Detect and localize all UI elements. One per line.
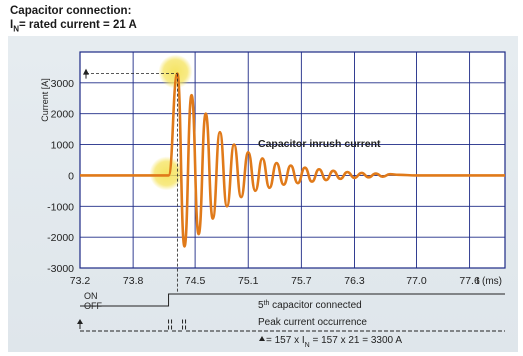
formula-arrow	[259, 336, 265, 341]
event-peak-occurrence: Peak current occurrence	[258, 317, 367, 328]
on-label: ON	[84, 291, 98, 301]
y-tick-label: 0	[68, 170, 74, 182]
series-line	[80, 72, 505, 248]
x-tick-label: 73.2	[70, 275, 91, 287]
event-capacitor-connected: 5th capacitor connected	[258, 300, 362, 312]
x-tick-label: 76.3	[344, 275, 365, 287]
y-tick-label: 2000	[51, 109, 75, 121]
x-axis-label: t (ms)	[476, 276, 502, 287]
x-tick-label: 73.8	[123, 275, 144, 287]
peak-signal	[80, 319, 505, 332]
plot-area	[79, 51, 506, 269]
highlight-circle	[149, 156, 184, 191]
chart-title: Capacitor connection: IN= rated current …	[10, 4, 137, 36]
peak-signal-arrow	[77, 319, 83, 324]
highlight-circle	[158, 54, 193, 89]
title-line-2: IN= rated current = 21 A	[10, 19, 137, 34]
x-tick-label: 75.7	[291, 275, 312, 287]
x-tick-label: 74.5	[185, 275, 206, 287]
x-tick-label: 77.6	[459, 275, 480, 287]
y-tick-label: 3000	[51, 78, 75, 90]
peak-arrow	[83, 68, 89, 75]
x-tick-label: 77.0	[406, 275, 427, 287]
y-tick-label: -3000	[47, 263, 74, 275]
y-tick-label: -2000	[47, 232, 74, 244]
x-tick-label: 75.1	[238, 275, 259, 287]
y-tick-label: 1000	[51, 140, 75, 152]
title-line-1: Capacitor connection:	[10, 5, 132, 17]
y-tick-label: -1000	[47, 201, 74, 213]
annotation-inrush: Capacitor inrush current	[258, 138, 381, 150]
peak-formula: = 157 x IN = 157 x 21 = 3300 A	[266, 335, 402, 349]
switch-signal	[80, 293, 505, 307]
y-axis-label: Current [A]	[40, 78, 50, 122]
